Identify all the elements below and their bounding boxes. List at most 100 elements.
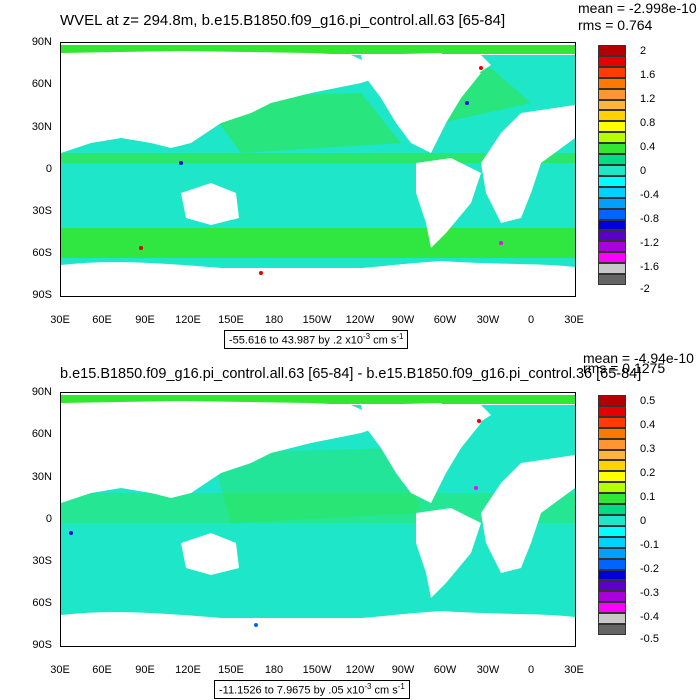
colorbar-swatch <box>598 154 626 165</box>
colorbar-label: 1.2 <box>640 93 656 105</box>
colorbar-swatch <box>598 602 626 614</box>
x-tick: 150W <box>302 314 332 326</box>
range-exponent: -3 <box>364 682 372 691</box>
land-south-america <box>416 158 481 248</box>
colorbar-label: 2 <box>640 45 647 57</box>
x-tick: 30E <box>50 314 70 326</box>
y-tick: 30S <box>32 555 52 567</box>
land-north-america <box>361 403 481 503</box>
land-antarctica <box>61 618 575 646</box>
range-exponent: -3 <box>362 332 371 341</box>
colorbar-label: 0.2 <box>640 467 656 479</box>
y-tick: 30S <box>32 205 52 217</box>
x-tick: 180 <box>264 664 284 676</box>
x-tick: 60E <box>92 314 112 326</box>
x-tick: 90E <box>135 664 155 676</box>
x-tick: 120W <box>345 664 375 676</box>
y-tick: 0 <box>45 163 52 175</box>
range-units-exponent: -1 <box>397 682 405 691</box>
colorbar-swatch <box>598 416 626 428</box>
land-africa <box>481 105 575 223</box>
y-tick: 60N <box>31 78 52 90</box>
x-tick: 180 <box>264 314 284 326</box>
colorbar-swatch <box>598 186 626 198</box>
colorbar-label: -0.3 <box>640 587 659 599</box>
colorbar-swatch <box>598 263 626 275</box>
colorbar-swatch <box>598 274 626 285</box>
x-tick: 30W <box>476 664 500 676</box>
x-tick: 150E <box>218 314 244 326</box>
range-units-exponent: -1 <box>396 332 404 341</box>
y-tick: 60N <box>31 428 52 440</box>
x-tick: 0 <box>527 664 535 676</box>
colorbar-label: 0.4 <box>640 141 656 153</box>
colorbar-swatch <box>598 405 626 417</box>
x-tick: 120E <box>175 314 201 326</box>
x-tick: 60W <box>433 664 457 676</box>
x-tick: 90W <box>391 314 415 326</box>
x-tick: 150E <box>218 664 244 676</box>
colorbar-swatch <box>598 55 626 67</box>
plot-title: WVEL at z= 294.8m, b.e15.B1850.f09_g16.p… <box>60 12 506 29</box>
x-tick: 30W <box>476 314 500 326</box>
mean-stat: mean = -4.94e-10 <box>583 350 694 366</box>
land-south-america <box>416 508 481 598</box>
x-tick: 90E <box>135 314 155 326</box>
colorbar-swatch <box>598 525 626 537</box>
colorbar-label: 0.4 <box>640 419 656 431</box>
x-tick: 30E <box>564 664 584 676</box>
colorbar-swatch <box>598 438 626 450</box>
colorbar-swatch <box>598 624 626 635</box>
contour-range-label: -11.1526 to 7.9675 by .05 x10-3 cm s-1 <box>214 680 410 699</box>
colorbar-swatch <box>598 493 626 505</box>
y-tick: 60S <box>32 247 52 259</box>
colorbar: 2 1.6 1.2 0.8 0.4 0 -0.4 -0.8 -1.2 -1.6 … <box>598 45 678 295</box>
land-north-america <box>361 53 481 153</box>
plot-title: b.e15.B1850.f09_g16.pi_control.all.63 [6… <box>60 366 642 382</box>
colorbar-label: -0.8 <box>640 213 659 225</box>
colorbar-swatch <box>598 536 626 548</box>
y-tick: 90S <box>32 289 52 301</box>
panel-bottom: b.e15.B1850.f09_g16.pi_control.all.63 [6… <box>0 350 700 700</box>
colorbar-swatch <box>598 143 626 155</box>
x-tick: 30E <box>564 314 584 326</box>
colorbar-swatch <box>598 591 626 603</box>
y-tick: 90S <box>32 639 52 651</box>
x-tick: 0 <box>527 314 535 326</box>
colorbar-swatch <box>598 66 626 78</box>
colorbar-swatch <box>598 219 626 231</box>
colorbar-swatch <box>598 132 626 144</box>
ocean-difference-map <box>61 393 575 646</box>
land-antarctica <box>61 268 575 296</box>
ocean-field-map <box>61 43 575 296</box>
colorbar-swatch <box>598 482 626 494</box>
colorbar-swatch <box>598 121 626 133</box>
colorbar-swatch <box>598 230 626 242</box>
colorbar-label: 0.5 <box>640 395 656 407</box>
colorbar-swatch <box>598 241 626 253</box>
y-tick: 30N <box>31 471 52 483</box>
land-eurasia <box>61 51 391 153</box>
colorbar-label: -0.1 <box>640 539 659 551</box>
colorbar-swatch <box>598 197 626 209</box>
colorbar-swatch <box>598 449 626 461</box>
x-tick: 60W <box>433 314 457 326</box>
y-tick: 90N <box>31 36 52 48</box>
land-australia <box>181 533 239 575</box>
colorbar-swatch <box>598 395 626 406</box>
colorbar-swatch <box>598 569 626 581</box>
colorbar-label: 0 <box>640 165 647 177</box>
land-africa <box>481 455 575 573</box>
land-australia <box>181 183 239 225</box>
range-units: cm s <box>370 334 397 347</box>
map-plot <box>60 42 576 297</box>
x-tick: 90W <box>391 664 415 676</box>
colorbar-swatch <box>598 88 626 100</box>
y-tick: 0 <box>45 513 52 525</box>
colorbar-label: -0.4 <box>640 189 659 201</box>
x-tick: 150W <box>302 664 332 676</box>
y-tick: 30N <box>31 121 52 133</box>
colorbar-label: -2 <box>640 283 650 295</box>
colorbar-label: -0.4 <box>640 611 659 623</box>
range-units: cm s <box>371 684 398 697</box>
